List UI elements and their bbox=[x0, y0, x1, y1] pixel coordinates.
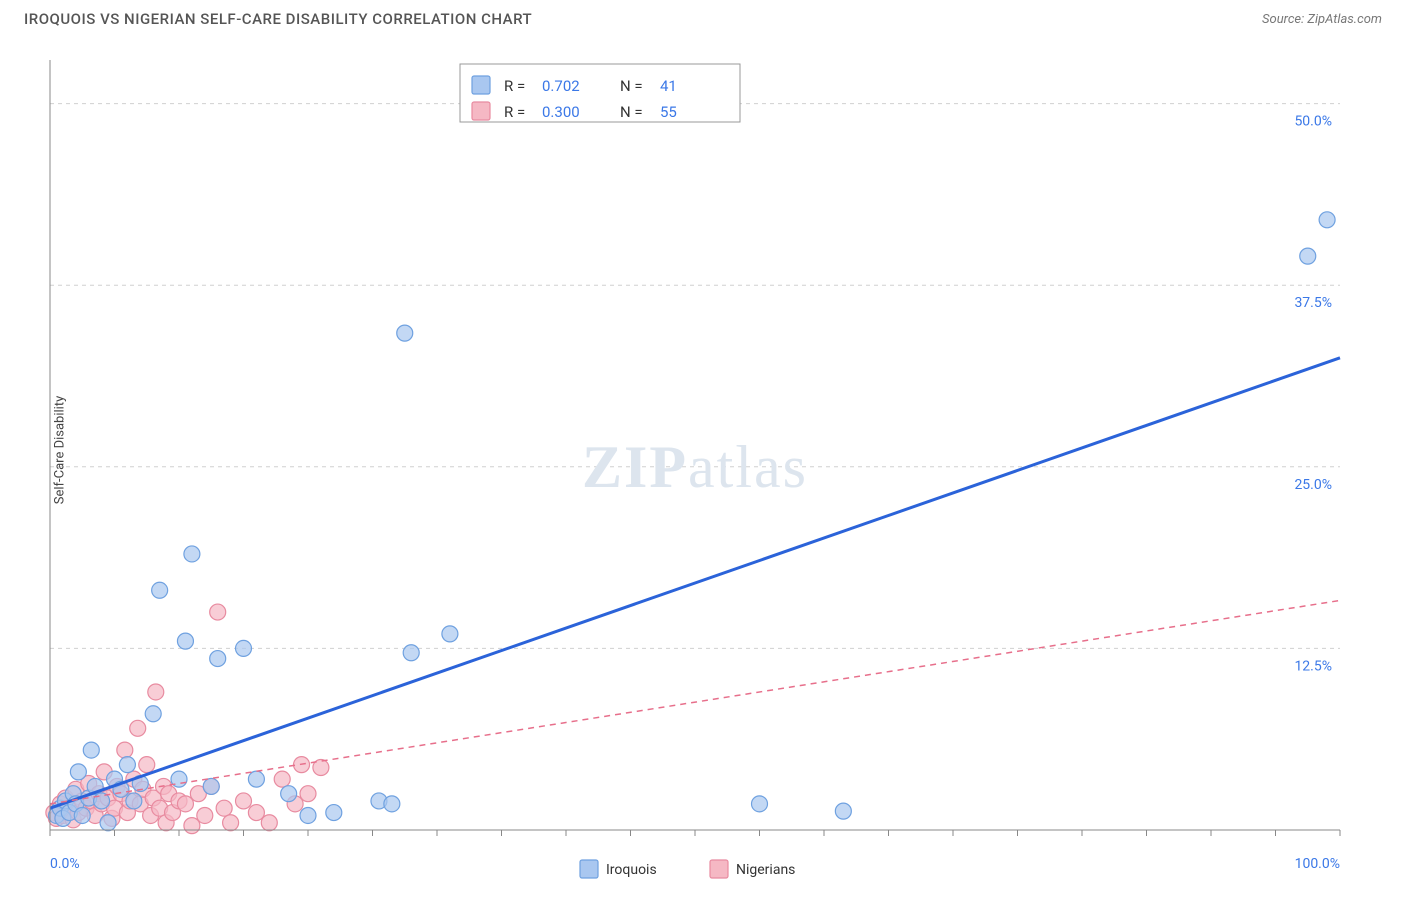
svg-text:Iroquois: Iroquois bbox=[606, 862, 657, 878]
svg-text:12.5%: 12.5% bbox=[1294, 658, 1332, 674]
svg-text:R =: R = bbox=[504, 103, 525, 121]
svg-text:41: 41 bbox=[660, 77, 677, 95]
svg-text:37.5%: 37.5% bbox=[1294, 295, 1332, 311]
scatter-chart: 12.5% 25.0% 37.5% 50.0% ZIPatlas 0.0% 100.0% R … bbox=[0, 40, 1406, 900]
svg-text:25.0%: 25.0% bbox=[1294, 477, 1332, 493]
svg-text:0.0%: 0.0% bbox=[50, 856, 80, 872]
chart-area: Self-Care Disability 12.5% 25.0% 37.5% 50.0… bbox=[0, 40, 1406, 860]
chart-title: IROQUOIS VS NIGERIAN SELF-CARE DISABILIT… bbox=[24, 10, 532, 28]
source-label: Source: ZipAtlas.com bbox=[1262, 12, 1382, 27]
y-axis-label: Self-Care Disability bbox=[53, 396, 68, 504]
svg-text:0.300: 0.300 bbox=[542, 103, 580, 121]
svg-text:N =: N = bbox=[620, 77, 643, 95]
svg-text:100.0%: 100.0% bbox=[1295, 856, 1340, 872]
svg-text:50.0%: 50.0% bbox=[1294, 114, 1332, 130]
svg-text:0.702: 0.702 bbox=[542, 77, 580, 95]
svg-text:Nigerians: Nigerians bbox=[736, 862, 795, 878]
svg-text:R =: R = bbox=[504, 77, 525, 95]
svg-text:N =: N = bbox=[620, 103, 643, 121]
svg-text:55: 55 bbox=[660, 103, 677, 121]
svg-text:ZIPatlas: ZIPatlas bbox=[582, 434, 808, 500]
